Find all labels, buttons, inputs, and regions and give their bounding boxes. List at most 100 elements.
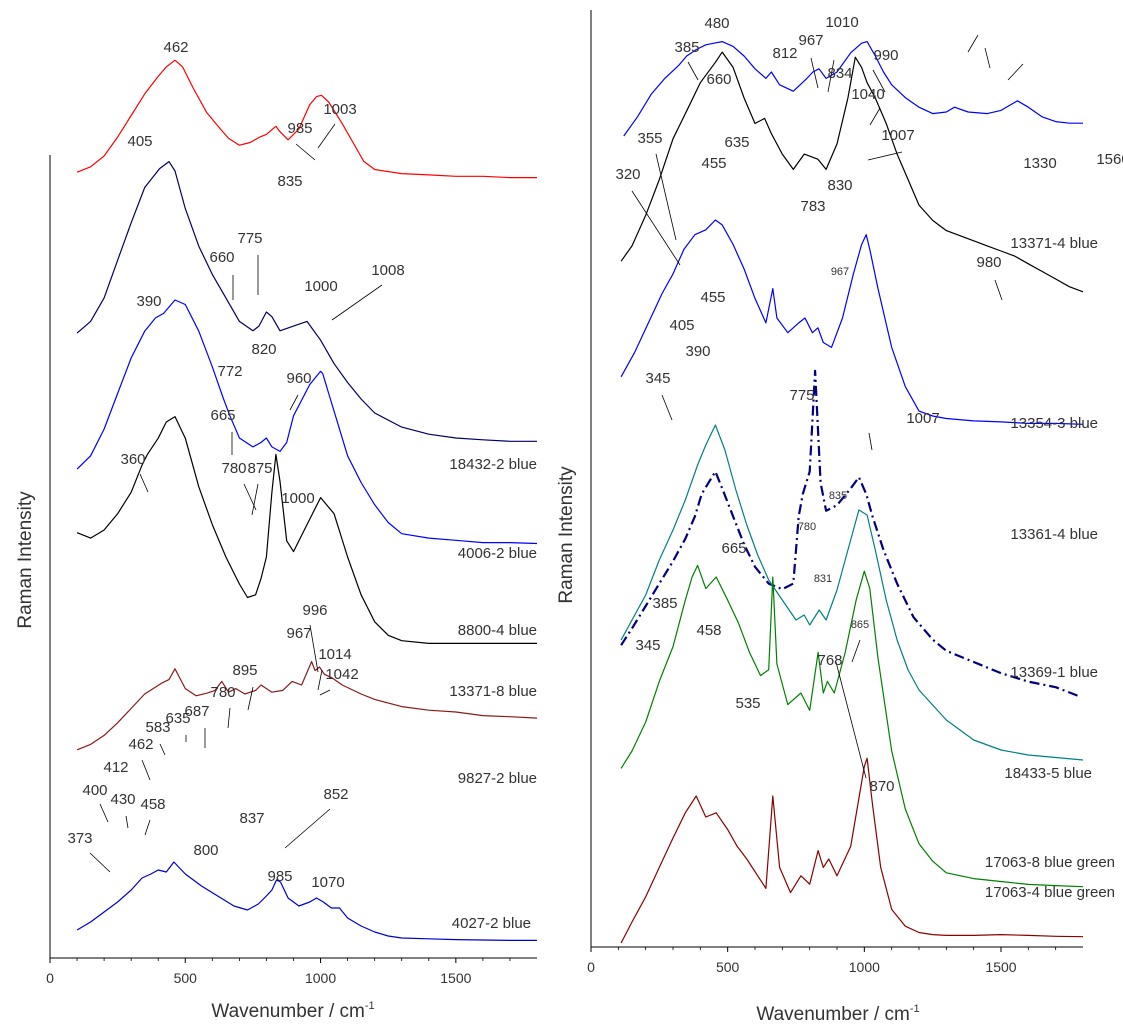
x-tick-label: 0: [46, 970, 54, 986]
peak-annotation: 1007: [906, 410, 939, 427]
peak-annotation: 1008: [371, 262, 404, 279]
x-tick-label: 1000: [305, 970, 336, 986]
peak-annotation: 430: [110, 791, 135, 808]
series-label: 4027-2 blue: [452, 915, 531, 932]
series-label: 17063-8 blue green: [985, 854, 1115, 871]
peak-annotation: 665: [210, 407, 235, 424]
peak-annotation: 835: [277, 173, 302, 190]
peak-annotation: 967: [831, 266, 849, 278]
peak-annotation: 405: [669, 317, 694, 334]
peak-annotation: 852: [323, 786, 348, 803]
spectrum-line: [620, 369, 1078, 697]
annotation-leader: [868, 432, 873, 451]
peak-annotation: 660: [209, 249, 234, 266]
peak-annotation: 831: [814, 573, 832, 585]
annotation-leader: [687, 61, 699, 81]
peak-annotation: 780: [210, 684, 235, 701]
peak-annotation: 870: [869, 778, 894, 795]
peak-annotation: 837: [239, 810, 264, 827]
peak-annotation: 455: [700, 289, 725, 306]
annotation-leader: [810, 57, 819, 89]
peak-annotation: 1014: [318, 646, 351, 663]
peak-annotation: 1003: [323, 101, 356, 118]
peak-annotation: 996: [302, 602, 327, 619]
peak-annotation: 535: [735, 695, 760, 712]
annotation-leader: [284, 808, 331, 849]
peak-annotation: 320: [615, 166, 640, 183]
annotation-leader: [159, 743, 166, 756]
peak-annotation: 355: [637, 130, 662, 147]
x-tick-label: 1500: [985, 959, 1016, 975]
peak-annotation: 480: [704, 15, 729, 32]
left-x-axis-title-sup: -1: [365, 1000, 375, 1012]
right-x-axis-title: Wavenumber / cm-1: [756, 1003, 919, 1025]
series-label: 18432-2 blue: [449, 456, 537, 473]
peak-annotation: 980: [976, 254, 1001, 271]
series-label: 9827-2 blue: [458, 770, 537, 787]
series-label: 4006-2 blue: [458, 545, 537, 562]
peak-annotation: 768: [817, 652, 842, 669]
peak-annotation: 345: [645, 370, 670, 387]
annotation-leader: [331, 284, 383, 321]
spectrum-line: [620, 564, 1084, 888]
peak-annotation: 775: [789, 387, 814, 404]
peak-annotation: 875: [247, 460, 272, 477]
peak-annotation: 1042: [325, 666, 358, 683]
annotation-leader: [309, 624, 319, 673]
peak-annotation: 385: [674, 39, 699, 56]
peak-annotation: 665: [721, 540, 746, 557]
peak-annotation: 360: [120, 451, 145, 468]
peak-annotation: 985: [267, 868, 292, 885]
spectrum-line: [76, 299, 538, 545]
peak-annotation: 780: [221, 460, 246, 477]
peak-annotation: 1007: [881, 127, 914, 144]
left-y-axis-title: Raman Intensity: [15, 491, 36, 629]
annotation-leader: [89, 852, 111, 873]
peak-annotation: 830: [827, 177, 852, 194]
x-tick-label: 500: [716, 959, 740, 975]
peak-annotation: 458: [696, 622, 721, 639]
annotation-leader: [295, 143, 316, 161]
peak-annotation: 895: [232, 662, 257, 679]
annotation-leader: [994, 279, 1003, 301]
annotation-leader: [631, 190, 681, 266]
peak-annotation: 1000: [304, 278, 337, 295]
peak-annotation: 385: [652, 595, 677, 612]
peak-annotation: 967: [286, 625, 311, 642]
peak-annotation: 373: [67, 830, 92, 847]
left-x-axis-title: Wavenumber / cm-1: [211, 1000, 374, 1022]
peak-annotation: 820: [251, 341, 276, 358]
annotation-leader: [1007, 63, 1024, 81]
spectrum-line: [620, 424, 1084, 761]
right-x-axis-title-sup: -1: [910, 1003, 920, 1015]
annotation-leader: [319, 689, 331, 696]
annotation-leader: [835, 661, 867, 779]
annotation-leader: [317, 669, 323, 691]
left-x-axis-title-text: Wavenumber / cm: [211, 1001, 364, 1022]
peak-annotation: 1000: [281, 490, 314, 507]
peak-annotation: 775: [237, 230, 262, 247]
x-tick-label: 1500: [440, 970, 471, 986]
peak-annotation: 462: [163, 39, 188, 56]
spectrum-line: [76, 161, 537, 442]
spectrum-line: [620, 51, 1084, 293]
spectrum-line: [76, 861, 537, 941]
annotation-leader: [867, 151, 903, 161]
annotation-leader: [869, 107, 881, 126]
peak-annotation: 462: [128, 736, 153, 753]
right-x-axis-title-text: Wavenumber / cm: [756, 1004, 909, 1025]
x-tick-label: 0: [587, 959, 595, 975]
peak-annotation: 1040: [851, 86, 884, 103]
annotation-leader: [227, 707, 231, 729]
annotation-leader: [139, 473, 149, 493]
peak-annotation: 635: [165, 710, 190, 727]
peak-annotation: 687: [184, 703, 209, 720]
peak-annotation: 865: [851, 619, 869, 631]
peak-annotation: 812: [772, 45, 797, 62]
series-label: 13371-8 blue: [449, 683, 537, 700]
peak-annotation: 1560: [1096, 151, 1123, 168]
peak-annotation: 458: [140, 796, 165, 813]
peak-annotation: 635: [724, 134, 749, 151]
